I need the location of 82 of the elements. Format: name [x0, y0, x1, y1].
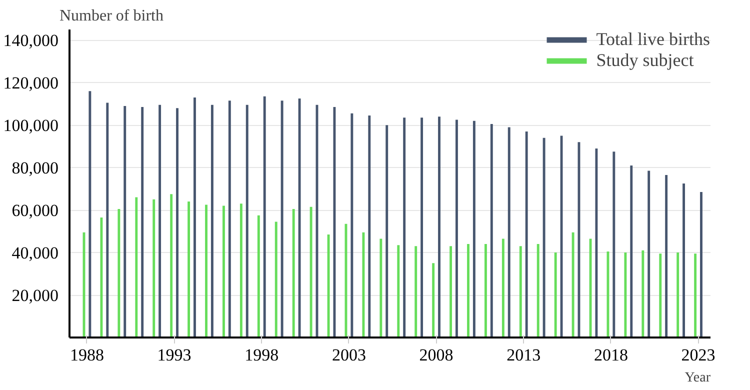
- bar: [642, 250, 644, 338]
- bar: [368, 116, 371, 338]
- bar: [519, 246, 522, 338]
- bar: [176, 108, 178, 338]
- bar: [508, 127, 510, 338]
- bar: [438, 116, 440, 338]
- bar: [420, 118, 424, 338]
- y-tick-label: 100,000: [3, 116, 58, 136]
- bar: [362, 232, 365, 338]
- bar: [467, 244, 470, 338]
- bar: [525, 131, 528, 338]
- bar: [676, 252, 680, 338]
- bar: [700, 192, 702, 338]
- y-axis-title: Number of birth: [60, 8, 164, 24]
- bar: [612, 152, 616, 338]
- x-tick-label: 2023: [681, 346, 716, 364]
- bar: [350, 113, 354, 338]
- bar: [246, 104, 248, 338]
- y-tick-label: 60,000: [12, 201, 58, 220]
- bar: [403, 118, 406, 338]
- bar: [472, 120, 476, 338]
- y-tick-label: 140,000: [3, 31, 58, 50]
- x-axis-title: Year: [684, 370, 711, 386]
- bar: [88, 91, 92, 338]
- bar: [210, 104, 214, 338]
- y-tick-label: 80,000: [12, 158, 58, 178]
- x-tick-label: 1988: [70, 346, 104, 364]
- bar: [188, 202, 190, 338]
- x-tick-label: 1993: [157, 346, 192, 364]
- bar: [263, 96, 266, 338]
- bar: [292, 208, 295, 338]
- bar: [386, 125, 388, 338]
- bar: [397, 245, 400, 338]
- bar: [630, 165, 633, 338]
- bar: [106, 102, 109, 338]
- y-tick-label: 20,000: [12, 286, 58, 306]
- bar: [624, 252, 627, 338]
- x-tick-label: 1998: [244, 346, 279, 364]
- bar: [572, 232, 574, 338]
- bar: [158, 104, 162, 338]
- bar: [450, 246, 452, 338]
- bar: [380, 238, 382, 338]
- x-tick-label: 2008: [419, 346, 454, 364]
- bar: [274, 222, 278, 338]
- bar: [414, 246, 418, 338]
- x-tick-label: 2018: [594, 346, 628, 364]
- bar: [257, 215, 260, 338]
- bar: [135, 197, 138, 338]
- bar: [682, 184, 685, 338]
- bar: [694, 254, 697, 338]
- bar: [152, 199, 156, 338]
- bar: [665, 175, 668, 338]
- bar: [648, 170, 650, 338]
- y-tick-label: 40,000: [12, 244, 58, 263]
- bar: [124, 106, 126, 338]
- bar: [141, 107, 144, 338]
- bar: [432, 263, 435, 338]
- bar: [205, 204, 208, 338]
- bar: [554, 252, 557, 338]
- bar: [333, 107, 336, 338]
- bar: [490, 124, 493, 338]
- legend-label: Total live births: [596, 29, 710, 50]
- bar: [310, 206, 312, 338]
- bar: [455, 120, 458, 338]
- bar: [536, 244, 540, 338]
- bar: [280, 100, 284, 338]
- bar: [542, 138, 546, 338]
- bar: [502, 238, 504, 338]
- bar: [228, 100, 231, 338]
- x-tick-label: 2013: [506, 346, 541, 364]
- bar: [194, 97, 196, 338]
- bar: [484, 244, 487, 338]
- bar: [240, 204, 242, 338]
- bar: [100, 217, 103, 338]
- bar: [118, 208, 120, 338]
- y-tick-label: 120,000: [3, 74, 58, 93]
- legend-label: Study subject: [596, 50, 694, 71]
- x-tick-label: 2003: [332, 346, 366, 364]
- bar: [222, 206, 225, 338]
- bar: [170, 194, 173, 338]
- bar: [659, 254, 662, 338]
- bar: [595, 148, 598, 338]
